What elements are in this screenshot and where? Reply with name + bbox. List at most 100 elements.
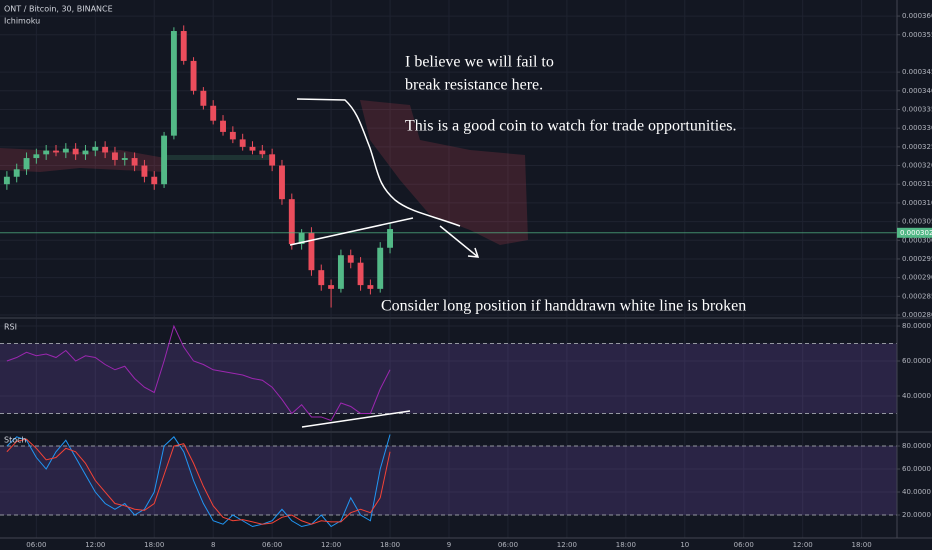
grid — [0, 0, 897, 538]
x-tick-label: 12:00 — [321, 541, 341, 549]
y-tick-label: 0.0002850 — [902, 292, 932, 300]
candle-body — [259, 150, 266, 155]
indicator-line — [6, 438, 391, 525]
y-tick-label: 40.0000 — [902, 488, 931, 496]
x-tick-label: 9 — [447, 541, 451, 549]
x-tick-label: 12:00 — [85, 541, 105, 549]
candle-body — [229, 131, 236, 140]
x-tick-label: 06:00 — [734, 541, 754, 549]
band-fill — [0, 343, 897, 414]
candle-body — [328, 285, 335, 289]
candle-body — [190, 60, 197, 91]
drawing-rsi-trendline — [301, 410, 411, 428]
x-tick-label: 06:00 — [498, 541, 518, 549]
annotation: This is a good coin to watch for trade o… — [405, 118, 736, 135]
candle-body — [347, 255, 354, 263]
candle-body — [92, 146, 99, 151]
candle-body — [249, 146, 256, 151]
y-tick-label: 0.0003450 — [902, 68, 932, 76]
marks — [0, 25, 897, 528]
candle-body — [141, 165, 148, 177]
candle-body — [318, 270, 325, 286]
candle-body — [180, 31, 187, 61]
candle-body — [298, 232, 305, 245]
x-tick-label: 18:00 — [144, 541, 164, 549]
symbol-title: ONT / Bitcoin, 30, BINANCE — [4, 5, 113, 14]
candle-body — [3, 176, 10, 185]
ichimoku-cloud — [0, 148, 165, 172]
y-tick-label: 0.0003300 — [902, 124, 932, 132]
candle-body — [337, 255, 344, 289]
stoch-label: Stoch — [4, 436, 27, 445]
annotation: I believe we will fail to — [405, 54, 554, 71]
x-tick-label: 12:00 — [557, 541, 577, 549]
drawing-trendline — [289, 217, 414, 246]
candle-body — [33, 154, 40, 159]
ichimoku-cloud — [165, 155, 270, 160]
last-price-badge — [897, 227, 932, 238]
y-tick-label: 0.0003250 — [902, 143, 932, 151]
candle-body — [200, 90, 207, 106]
y-tick-label: 0.0003350 — [902, 105, 932, 113]
ichimoku-cloud — [360, 100, 528, 245]
x-tick-label: 18:00 — [616, 541, 636, 549]
candle-body — [13, 169, 20, 177]
x-tick-label: 06:00 — [26, 541, 46, 549]
candle-body — [82, 150, 89, 155]
candle-body — [121, 158, 128, 160]
x-tick-label: 10 — [680, 541, 689, 549]
rsi-label: RSI — [4, 323, 17, 332]
candle-body — [210, 105, 217, 121]
candle-body — [62, 148, 69, 153]
y-tick-label: 0.0003400 — [902, 87, 932, 95]
candle-body — [72, 148, 79, 155]
y-tick-label: 0.0003000 — [902, 236, 932, 244]
bands — [0, 343, 897, 516]
candle-body — [23, 158, 30, 170]
candle-body — [387, 229, 393, 248]
candle-body — [131, 158, 138, 166]
y-tick-label: 80.0000 — [902, 322, 931, 330]
y-tick-label: 0.0003200 — [902, 162, 932, 170]
y-tick-label: 0.0003150 — [902, 180, 932, 188]
last-price-label: 0.0003020 — [900, 229, 932, 237]
band-fill — [0, 446, 897, 516]
candle-body — [377, 247, 384, 289]
candle-body — [170, 31, 177, 136]
x-tick-label: 18:00 — [852, 541, 872, 549]
y-tick-label: 60.0000 — [902, 357, 931, 365]
drawing-resistance — [296, 98, 461, 227]
x-tick-label: 8 — [211, 541, 215, 549]
candle-body — [367, 285, 374, 289]
candle-body — [151, 176, 158, 185]
candle-body — [357, 262, 364, 286]
indicator-line — [6, 434, 391, 528]
x-tick-label: 06:00 — [262, 541, 282, 549]
y-tick-label: 0.0003600 — [902, 12, 932, 20]
y-tick-label: 60.0000 — [902, 465, 931, 473]
y-tick-label: 20.0000 — [902, 511, 931, 519]
candle-body — [308, 232, 315, 271]
y-tick-label: 0.0003550 — [902, 31, 932, 39]
y-tick-label: 0.0002900 — [902, 274, 932, 282]
annotation: Consider long position if handdrawn whit… — [381, 298, 746, 315]
y-tick-label: 40.0000 — [902, 392, 931, 400]
x-tick-label: 12:00 — [793, 541, 813, 549]
candle-body — [43, 150, 50, 155]
candle-body — [161, 135, 168, 185]
y-tick-label: 0.0003050 — [902, 218, 932, 226]
indicator-line — [6, 324, 391, 422]
y-tick-label: 80.0000 — [902, 442, 931, 450]
indicator-label: Ichimoku — [4, 17, 40, 26]
y-tick-label: 0.0003100 — [902, 199, 932, 207]
candle-body — [288, 199, 295, 245]
y-tick-label: 0.0002800 — [902, 311, 932, 319]
candle-body — [112, 152, 118, 160]
drawing-arrow — [439, 225, 479, 258]
x-tick-label: 18:00 — [380, 541, 400, 549]
candle-body — [279, 165, 285, 200]
candle-body — [102, 146, 109, 153]
